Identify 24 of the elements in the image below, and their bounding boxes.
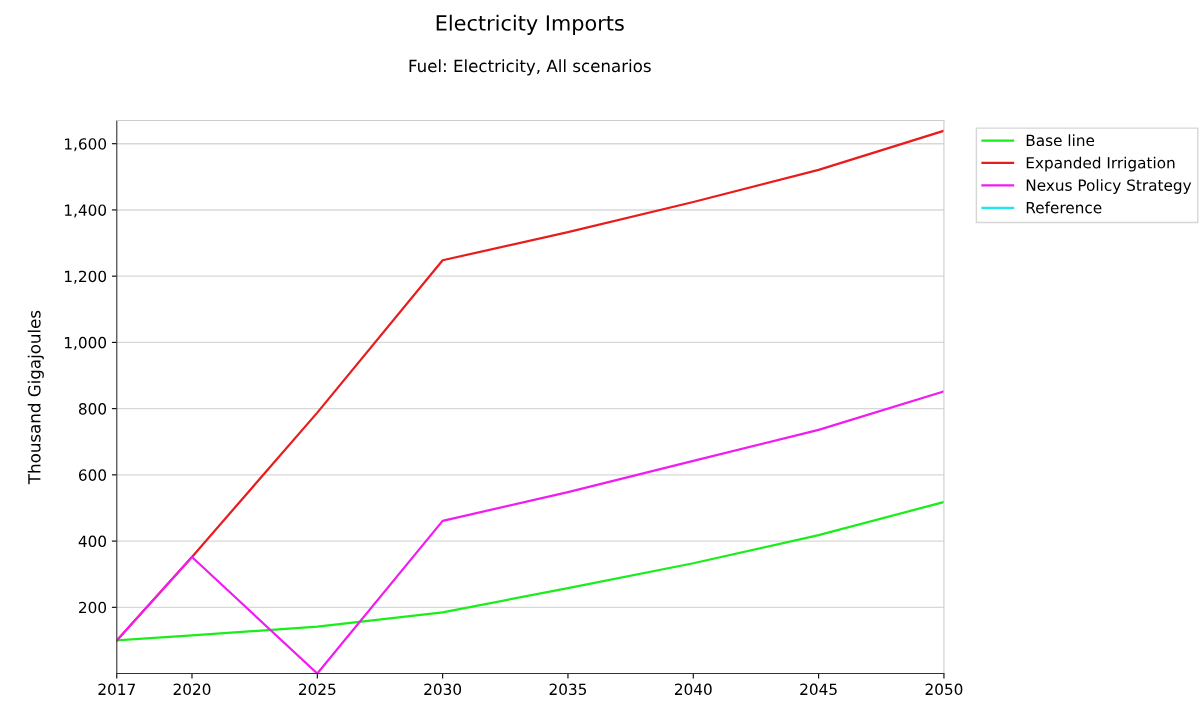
- y-axis-title: Thousand Gigajoules: [27, 310, 44, 485]
- line-series: [116, 500, 944, 642]
- legend-label: Nexus Policy Strategy: [1026, 179, 1192, 194]
- y-tick-label: 400: [78, 535, 107, 548]
- x-tick-label: 2050: [925, 683, 963, 696]
- x-tick-label: 2025: [298, 683, 336, 696]
- x-tick-label: 2030: [424, 683, 462, 696]
- legend-label: Reference: [1026, 201, 1102, 214]
- legend-label: Expanded Irrigation: [1026, 156, 1175, 172]
- y-tick-label: 800: [78, 403, 107, 415]
- x-tick-label: 2017: [98, 683, 135, 696]
- y-tick-label: 1,200: [65, 270, 107, 284]
- x-tick-label: 2035: [549, 683, 587, 696]
- y-tick-label: 1,400: [65, 204, 107, 218]
- y-tick-label: 1,000: [65, 336, 107, 350]
- chart-subtitle: Fuel: Electricity, All scenarios: [409, 59, 651, 76]
- y-tick-label: 1,600: [65, 138, 107, 152]
- y-tick-label: 600: [78, 469, 107, 481]
- legend-label: Base line: [1026, 134, 1095, 147]
- x-tick-label: 2045: [800, 683, 837, 696]
- chart-title: Electricity Imports: [436, 14, 624, 35]
- y-tick-label: 200: [79, 601, 107, 614]
- x-tick-label: 2040: [674, 683, 712, 696]
- x-tick-label: 2020: [173, 683, 211, 696]
